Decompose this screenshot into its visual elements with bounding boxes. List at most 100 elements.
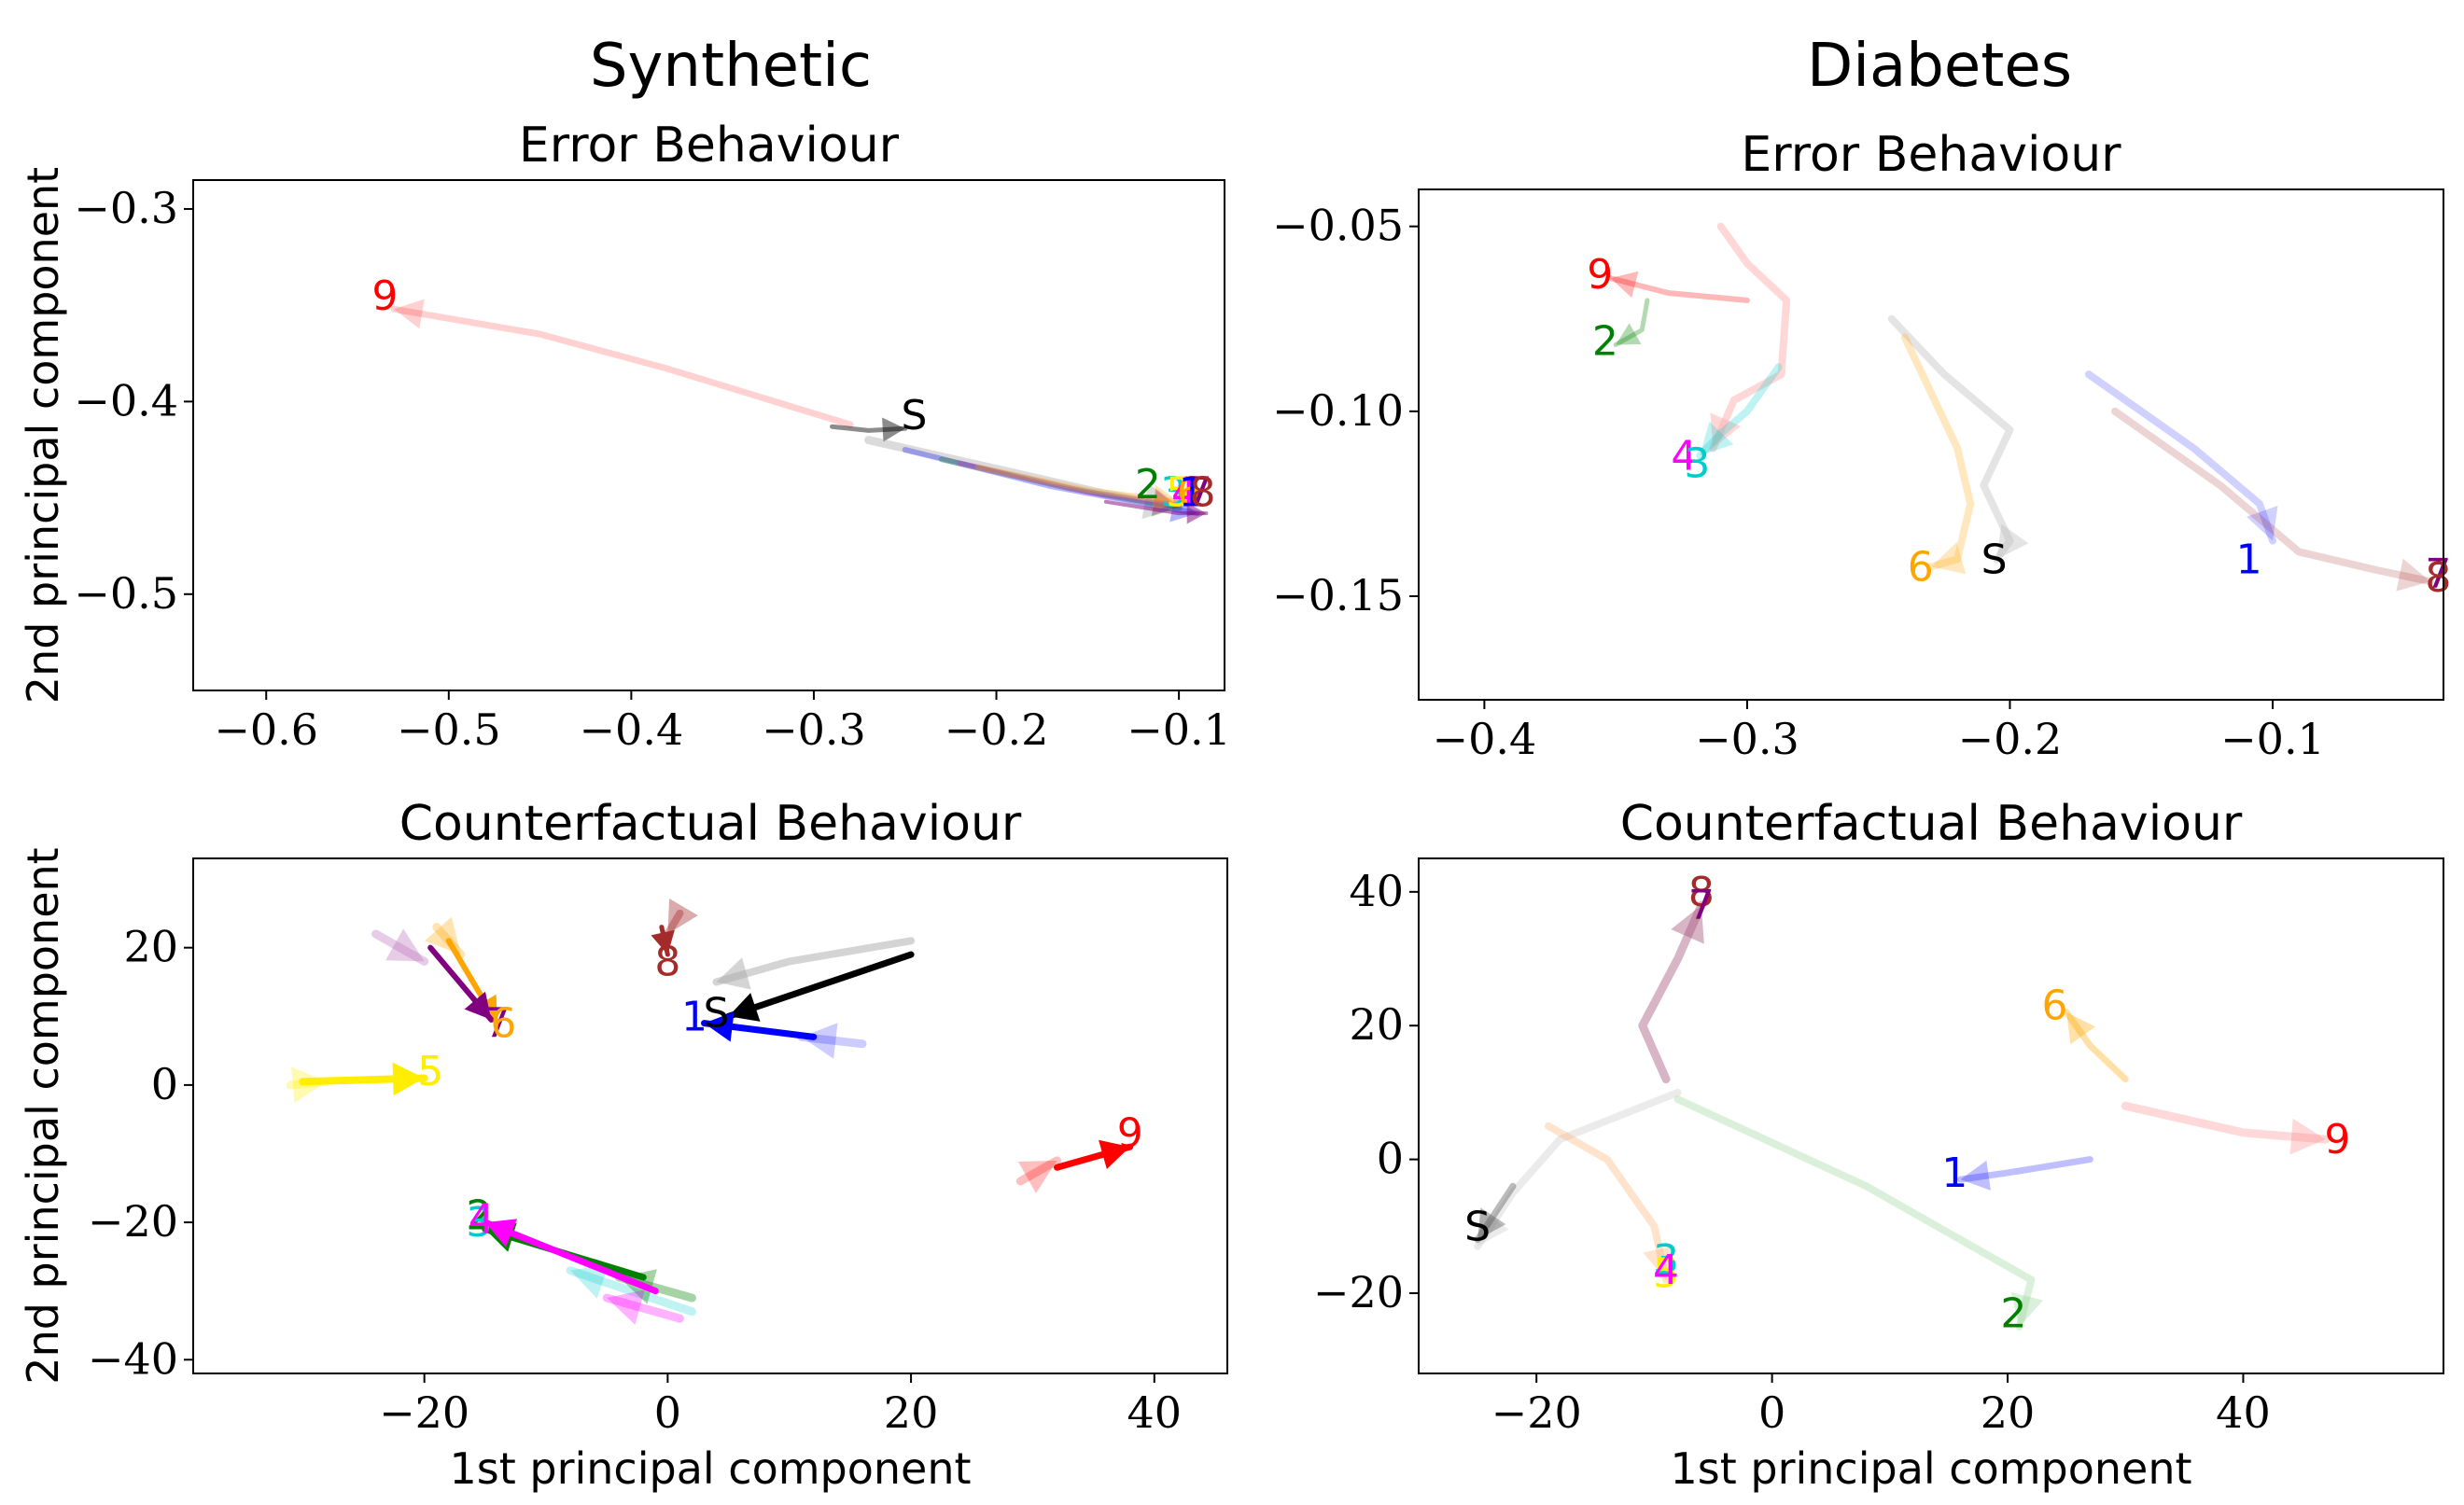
diabetes-counterfactual-xtick-label: 0 — [1758, 1387, 1785, 1438]
diabetes-counterfactual-point-1: 1 — [1941, 1150, 1967, 1197]
diabetes-counterfactual-point-2: 2 — [2000, 1289, 2026, 1337]
diabetes-counterfactual-trail-arrowhead-2 — [1671, 905, 1704, 944]
synthetic-counterfactual-point-3: 3 — [466, 1199, 492, 1247]
diabetes-error-trail-arrowhead-7 — [2396, 558, 2430, 592]
synthetic-error-point-4: 4 — [1171, 468, 1197, 516]
diabetes-counterfactual-trail-arrowhead-7 — [2010, 1291, 2044, 1327]
synthetic-counterfactual-trail-arrowhead-12 — [1017, 1160, 1057, 1193]
synthetic-counterfactual-trail-arrowhead-11 — [392, 1062, 425, 1096]
diabetes-counterfactual-trails — [1474, 900, 2331, 1331]
diabetes-error-xtick-label: −0.4 — [1433, 714, 1537, 764]
synthetic-counterfactual-point-6: 6 — [490, 1000, 516, 1048]
synthetic-error-trail-arrowhead-0 — [394, 299, 425, 329]
synthetic-counterfactual-ytick-label: −20 — [88, 1196, 178, 1247]
diabetes-column-title: Diabetes — [1807, 32, 2072, 101]
synthetic-counterfactual-trail-arrowhead-18 — [484, 1219, 518, 1247]
diabetes-error-trail-0 — [1607, 275, 1750, 303]
synthetic-counterfactual-point-7: 7 — [484, 1000, 511, 1048]
synthetic-error-point-3: 3 — [1160, 468, 1186, 516]
diabetes-counterfactual-trail-1 — [1474, 1182, 1517, 1244]
diabetes-error-point-9: 9 — [1587, 251, 1613, 299]
synthetic-counterfactual-trail-8 — [664, 909, 684, 938]
diabetes-error-trail-arrowhead-3 — [1700, 421, 1734, 456]
diabetes-counterfactual-xtick-label: 20 — [1981, 1387, 2036, 1438]
diabetes-error-axes-frame — [1418, 188, 2444, 701]
synthetic-error-point-6: 6 — [1177, 468, 1203, 516]
synthetic-error-trail-1 — [830, 424, 908, 433]
diabetes-error-point-8: 8 — [2425, 554, 2451, 602]
synthetic-counterfactual-ylabel: 2nd principal component — [18, 847, 68, 1384]
synthetic-counterfactual-trail-arrowhead-6 — [385, 928, 425, 962]
synthetic-error-point-S: S — [902, 392, 928, 439]
synthetic-error-trail-3 — [902, 446, 1200, 517]
diabetes-error-labels: 9 2 43 6 S 1 78 — [1587, 251, 2451, 602]
diabetes-counterfactual-xlabel: 1st principal component — [1670, 1443, 2191, 1494]
synthetic-counterfactual-point-5: 5 — [417, 1048, 443, 1095]
synthetic-counterfactual-point-9: 9 — [1117, 1109, 1143, 1157]
synthetic-counterfactual-trail-arrowhead-1 — [728, 993, 761, 1022]
diabetes-error-trail-arrowhead-5 — [1931, 542, 1967, 575]
synthetic-error-trail-0 — [390, 305, 854, 428]
synthetic-error-trails — [390, 299, 1209, 524]
synthetic-error-point-2: 2 — [1135, 461, 1161, 509]
synthetic-counterfactual-axes-frame — [192, 857, 1228, 1374]
diabetes-counterfactual-trail-0 — [1474, 1088, 1682, 1250]
diabetes-counterfactual-trail-arrowhead-1 — [1477, 1207, 1506, 1240]
synthetic-counterfactual-trail-arrowhead-3 — [704, 1011, 735, 1042]
diabetes-counterfactual-ytick-label: 40 — [1349, 866, 1404, 916]
diabetes-error-trail-arrowhead-0 — [1610, 271, 1639, 299]
diabetes-counterfactual-point-6: 6 — [2042, 982, 2068, 1030]
synthetic-counterfactual-ytick-label: 0 — [151, 1059, 178, 1109]
diabetes-counterfactual-trail-arrowhead-3 — [1643, 1245, 1676, 1280]
diabetes-error-ytick-label: −0.10 — [1272, 385, 1404, 436]
diabetes-error-ytick-label: −0.15 — [1272, 570, 1404, 620]
diabetes-counterfactual-point-9: 9 — [2324, 1116, 2350, 1164]
synthetic-counterfactual-trail-arrowhead-17 — [607, 1289, 645, 1325]
synthetic-error-trail-arrowhead-7 — [1186, 502, 1207, 524]
synthetic-error-trail-4 — [938, 456, 1183, 510]
diabetes-error-trail-4 — [1887, 314, 2014, 564]
synthetic-error-point-1: 1 — [1179, 468, 1205, 516]
diabetes-error-point-7: 7 — [2425, 550, 2451, 598]
synthetic-counterfactual-point-8: 8 — [654, 938, 680, 985]
synthetic-counterfactual-point-2: 2 — [466, 1192, 492, 1240]
diabetes-error-xtick-label: −0.3 — [1695, 714, 1799, 764]
synthetic-error-xtick-label: −0.2 — [945, 704, 1049, 755]
synthetic-counterfactual-xtick-label: 40 — [1127, 1387, 1183, 1438]
diabetes-error-panel: Error Behaviour 9 2 43 6 S 1 78 −0.4 −0.3 −0.2 −0.1… — [1272, 127, 2451, 764]
diabetes-counterfactual-trail-6 — [1957, 1156, 2093, 1183]
synthetic-counterfactual-trail-arrowhead-8 — [667, 898, 698, 934]
synthetic-counterfactual-trail-18 — [482, 1219, 659, 1295]
diabetes-error-point-6: 6 — [1908, 543, 1934, 591]
synthetic-error-point-7: 7 — [1186, 468, 1212, 516]
diabetes-counterfactual-trail-3 — [1544, 1122, 1671, 1284]
diabetes-counterfactual-trail-4 — [2063, 1009, 2129, 1083]
synthetic-counterfactual-point-S: S — [704, 990, 730, 1038]
diabetes-counterfactual-panel: Counterfactual Behaviour 87 6 9 1 S 354 2 −20 0 20… — [1313, 796, 2444, 1494]
diabetes-counterfactual-title: Counterfactual Behaviour — [1620, 796, 2243, 852]
synthetic-error-axes-frame — [192, 179, 1225, 691]
diabetes-error-trail-arrowhead-6 — [2246, 505, 2278, 541]
diabetes-error-trails — [1607, 222, 2434, 592]
diabetes-counterfactual-point-3: 3 — [1653, 1236, 1679, 1284]
synthetic-error-xtick-label: −0.3 — [762, 704, 866, 755]
synthetic-error-trail-2 — [864, 436, 1183, 512]
diabetes-error-trail-arrowhead-2 — [1710, 412, 1742, 449]
diabetes-error-point-2: 2 — [1592, 318, 1618, 366]
synthetic-counterfactual-trail-arrowhead-0 — [716, 957, 751, 990]
synthetic-error-xtick-label: −0.1 — [1127, 704, 1231, 755]
synthetic-counterfactual-trail-arrowhead-13 — [1099, 1139, 1130, 1169]
synthetic-error-title: Error Behaviour — [519, 118, 900, 174]
synthetic-counterfactual-xtick-label: 20 — [884, 1387, 939, 1438]
synthetic-counterfactual-panel: Counterfactual Behaviour 1S 76 8 5 9 234 −20 0 20… — [18, 796, 1228, 1494]
synthetic-column-title: Synthetic — [590, 32, 872, 101]
diabetes-counterfactual-trail-7 — [1673, 1095, 2036, 1331]
diabetes-counterfactual-trail-arrowhead-4 — [2066, 1011, 2095, 1045]
diabetes-counterfactual-trail-arrowhead-5 — [2289, 1118, 2326, 1155]
synthetic-error-point-8: 8 — [1190, 468, 1216, 516]
diabetes-error-trail-arrowhead-4 — [1996, 523, 2029, 560]
diabetes-error-xtick-label: −0.2 — [1958, 714, 2063, 764]
